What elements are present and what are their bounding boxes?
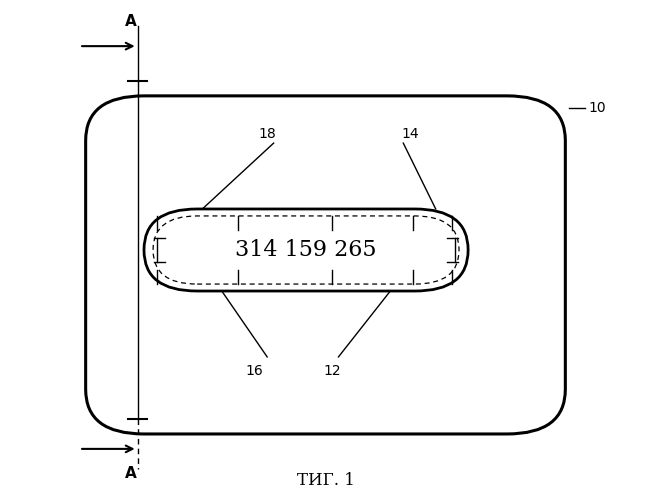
Text: ΤИГ. 1: ΤИГ. 1 — [297, 472, 354, 488]
Text: A: A — [125, 466, 137, 481]
FancyBboxPatch shape — [144, 209, 468, 291]
FancyBboxPatch shape — [86, 96, 565, 434]
Text: 14: 14 — [401, 126, 419, 140]
Text: 18: 18 — [258, 126, 276, 140]
Text: 16: 16 — [245, 364, 263, 378]
Text: 10: 10 — [588, 102, 605, 116]
Text: 314 159 265: 314 159 265 — [235, 239, 377, 261]
Text: 12: 12 — [323, 364, 340, 378]
Text: A: A — [125, 14, 137, 29]
